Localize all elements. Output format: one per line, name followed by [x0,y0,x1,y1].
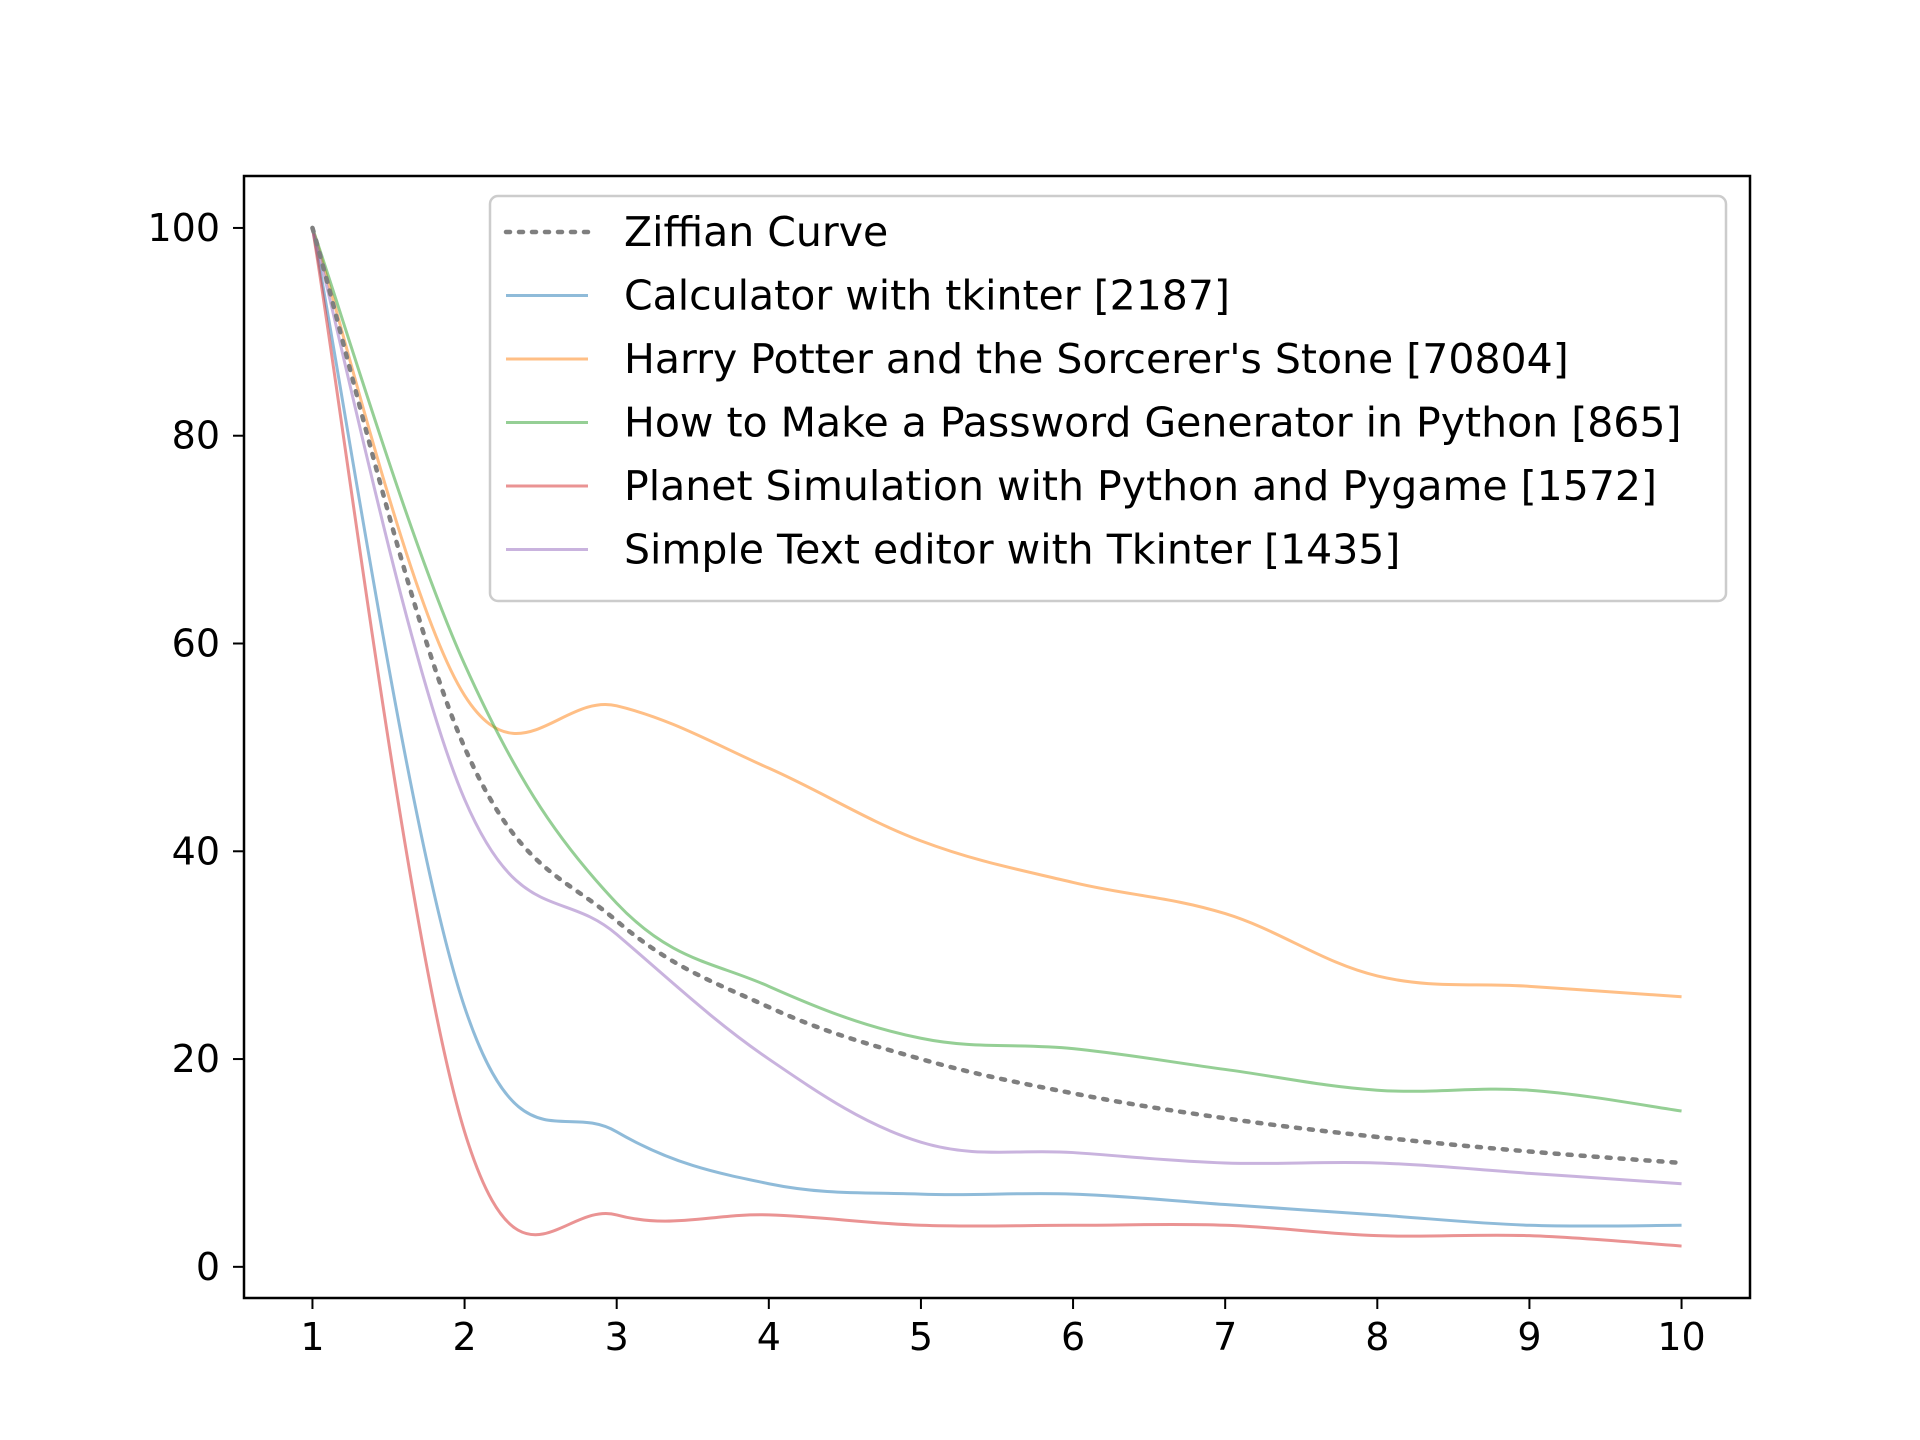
x-tick-label: 3 [605,1315,629,1359]
legend-label: Ziffian Curve [624,208,888,256]
x-tick-label: 1 [300,1315,324,1359]
plot-lines [310,225,1684,1248]
series-line-simple-text-editor-with-tkinter-1435 [311,227,1682,1186]
x-tick-label: 5 [909,1315,933,1359]
y-axis-ticks: 0 20 40 60 80 100 [147,206,244,1289]
y-tick-label: 40 [172,829,220,873]
x-tick-label: 4 [757,1315,781,1359]
x-tick-label: 7 [1213,1315,1237,1359]
series-line-harry-potter-and-the-sorcerer-s-stone-70804 [311,227,1682,999]
legend-label: Simple Text editor with Tkinter [1435] [624,526,1400,574]
x-axis-ticks: 1 2 3 4 5 6 7 8 9 10 [300,1298,1706,1359]
y-tick-label: 0 [196,1245,220,1289]
axes-frame [242,174,1752,1300]
legend: Ziffian Curve Calculator with tkinter [21… [488,194,1728,603]
series-line-planet-simulation-with-python-and-pygame-1572 [310,227,1682,1248]
x-tick-label: 9 [1517,1315,1541,1359]
legend-label: Planet Simulation with Python and Pygame… [624,462,1657,510]
x-tick-label: 2 [452,1315,476,1359]
series-line-how-to-make-a-password-generator-in-python-865 [311,227,1682,1113]
y-tick-label: 60 [172,622,220,666]
x-tick-label: 8 [1365,1315,1389,1359]
y-tick-label: 20 [172,1037,220,1081]
series-line-ziffian-curve [310,225,1684,1166]
legend-label: Calculator with tkinter [2187] [624,272,1230,320]
series-line-calculator-with-tkinter-2187 [310,227,1682,1228]
x-tick-label: 6 [1061,1315,1085,1359]
y-tick-label: 80 [172,414,220,458]
x-tick-label: 10 [1657,1315,1705,1359]
legend-box [488,194,1728,603]
legend-label: How to Make a Password Generator in Pyth… [624,399,1681,447]
legend-label: Harry Potter and the Sorcerer's Stone [7… [624,335,1569,383]
y-tick-label: 100 [147,206,220,250]
